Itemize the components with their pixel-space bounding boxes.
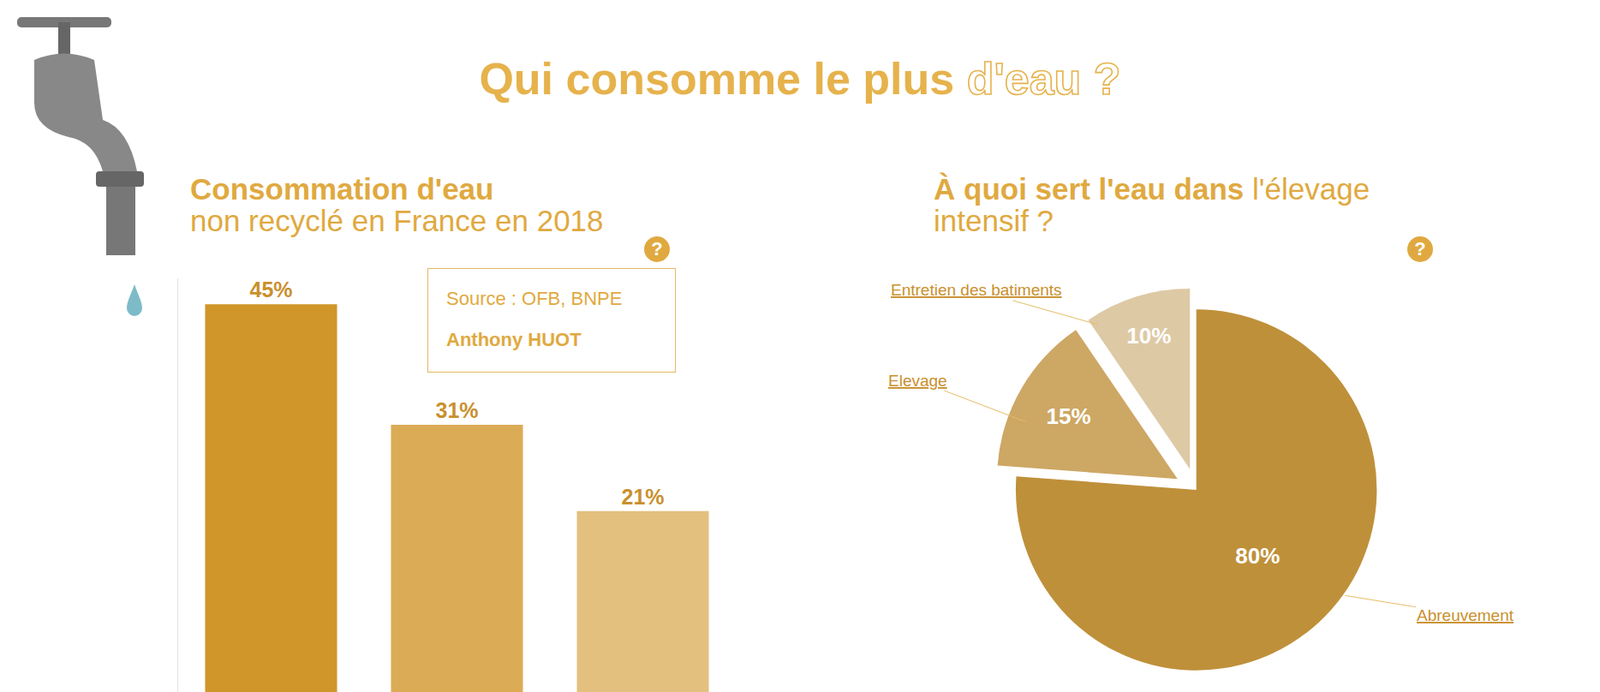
- svg-text:Entretien des batiments: Entretien des batiments: [890, 280, 1063, 299]
- svg-text:15%: 15%: [1045, 403, 1091, 430]
- html-text:Consommation d'eau: Consommation d'eau: [190, 172, 494, 206]
- html-text:À quoi sert l'eau dans l'éleva: À quoi sert l'eau dans l'élevage intensi…: [933, 172, 1370, 238]
- svg-text:45%: 45%: [249, 277, 293, 302]
- svg-text:10%: 10%: [1126, 322, 1171, 349]
- svg-text:31%: 31%: [435, 398, 478, 423]
- html-text:Anthony HUOT: Anthony HUOT: [446, 328, 582, 351]
- html-text:Qui consomme le plus d'eau ?: Qui consomme le plus d'eau ?: [479, 53, 1121, 104]
- svg-text:21%: 21%: [620, 484, 664, 509]
- svg-text:80%: 80%: [1235, 543, 1280, 569]
- html-text:non recyclé en France en 2018: non recyclé en France en 2018: [190, 203, 604, 238]
- svg-text:Elevage: Elevage: [888, 371, 948, 390]
- svg-text:Abreuvement: Abreuvement: [1416, 606, 1515, 625]
- html-text:Source : OFB, BNPE: Source : OFB, BNPE: [446, 287, 623, 310]
